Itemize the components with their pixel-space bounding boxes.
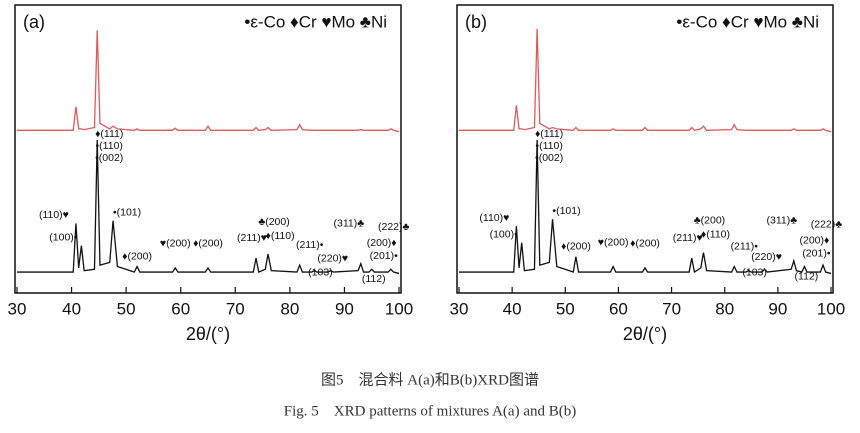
legend: •ε-Co ♦Cr ♥Mo ♣Ni	[244, 12, 387, 31]
x-tick-label: 100	[817, 299, 845, 318]
peak-label: ♦(200)	[122, 250, 152, 262]
peak-label: (201)•	[802, 247, 831, 259]
x-tick-label: 40	[62, 299, 81, 318]
x-tick-label: 70	[226, 299, 245, 318]
peak-label: (222)♣	[811, 218, 843, 230]
peak-label: (100)•	[490, 229, 519, 241]
plot-frame	[14, 4, 402, 294]
peak-label: (220)♥	[317, 252, 348, 264]
panel-label: (b)	[465, 12, 487, 32]
x-axis-title: 2θ/(°)	[186, 324, 230, 344]
plot-frame	[456, 4, 834, 294]
panel-label: (a)	[23, 12, 45, 32]
x-tick-label: 90	[335, 299, 354, 318]
peak-label: ♦(111)	[95, 128, 123, 140]
peak-label: •(110)	[96, 140, 123, 152]
peak-label: •(101)	[113, 206, 141, 218]
peak-label: (311)♣	[766, 215, 797, 227]
peak-label: (200)♦	[367, 237, 398, 249]
x-tick-label: 80	[715, 299, 734, 318]
peak-label: •(110)	[535, 140, 562, 152]
x-tick-label: 50	[556, 299, 575, 318]
x-axis-title: 2θ/(°)	[623, 324, 667, 344]
peak-label: (211)•	[731, 240, 759, 252]
xrd-trace	[17, 30, 400, 133]
legend: •ε-Co ♦Cr ♥Mo ♣Ni	[676, 12, 819, 31]
peak-label: (311)♣	[333, 217, 364, 229]
x-tick-label: 30	[8, 299, 27, 318]
x-tick-label: 40	[503, 299, 522, 318]
x-tick-label: 50	[117, 299, 136, 318]
peak-label: (220)♥	[751, 251, 782, 263]
x-tick-label: 100	[385, 299, 413, 318]
caption-cn: 图5 混合料 A(a)和B(b)XRD图谱	[321, 371, 539, 388]
peak-label: ♥(200)	[160, 238, 191, 250]
peak-label: (100)•	[49, 231, 78, 243]
peak-label: •(002)	[95, 152, 123, 164]
peak-label: (211)•	[296, 239, 324, 251]
peak-label: ♦(200)	[561, 241, 591, 253]
xrd-trace	[17, 140, 400, 275]
caption-en: Fig. 5 XRD patterns of mixtures A(a) and…	[284, 403, 576, 419]
peak-label: ♦(200)	[630, 238, 660, 250]
xrd-trace	[459, 28, 832, 133]
peak-label: ♦(110)	[265, 230, 294, 242]
peak-label: (211)♥	[673, 232, 703, 244]
peak-label: ♦(111)	[535, 128, 563, 140]
x-tick-label: 30	[450, 299, 469, 318]
peak-label: (110)♥	[479, 212, 509, 224]
x-tick-label: 70	[662, 299, 681, 318]
peak-label: (201)•	[370, 250, 399, 262]
peak-label: (112)	[362, 273, 386, 285]
peak-label: (200)♦	[799, 234, 830, 246]
peak-label: (211)♥	[237, 232, 267, 244]
x-tick-label: 90	[768, 299, 787, 318]
peak-label: (222)♣	[378, 221, 410, 233]
peak-label: (103)	[742, 266, 767, 278]
peak-label: ♣(200)	[258, 216, 289, 228]
peak-label: (112)	[795, 270, 819, 282]
x-tick-label: 60	[609, 299, 628, 318]
x-tick-label: 60	[171, 299, 190, 318]
peak-label: (110)♥	[39, 209, 69, 221]
peak-label: (103)	[308, 266, 333, 278]
peak-label: ♦(110)	[701, 228, 730, 240]
peak-label: ♦(200)	[193, 238, 223, 250]
peak-label: ♣(200)	[694, 214, 725, 226]
peak-label: ♥(200)	[598, 236, 629, 248]
xrd-trace	[459, 140, 832, 275]
x-tick-label: 80	[280, 299, 299, 318]
peak-label: •(002)	[535, 152, 563, 164]
peak-label: •(101)	[552, 205, 580, 217]
